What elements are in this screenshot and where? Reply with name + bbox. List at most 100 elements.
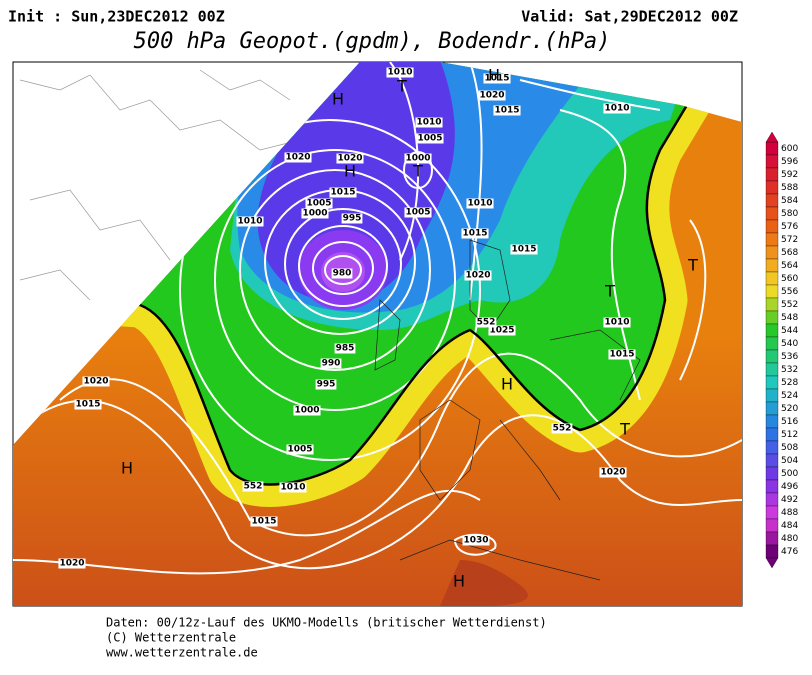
colorbar-label: 512 [781, 430, 798, 440]
pressure-center: T [619, 420, 630, 439]
colorbar-label: 492 [781, 495, 798, 505]
colorbar-swatch [765, 544, 779, 559]
colorbar-label: 564 [781, 261, 798, 271]
isobar-label: 1010 [467, 199, 492, 209]
colorbar-swatch [765, 141, 779, 156]
colorbar-label: 592 [781, 170, 798, 180]
label-bg [386, 67, 414, 78]
colorbar-swatch [765, 466, 779, 481]
isobar-label: 1015 [330, 188, 355, 198]
isobar-label: 1020 [59, 559, 84, 569]
pressure-center: T [396, 77, 407, 96]
colorbar-swatch [765, 258, 779, 273]
colorbar-swatch [765, 388, 779, 403]
colorbar-label: 476 [781, 547, 798, 557]
colorbar-swatch [765, 375, 779, 390]
colorbar-swatch [765, 492, 779, 507]
colorbar-swatch [765, 479, 779, 494]
colorbar-label: 596 [781, 157, 798, 167]
label-bg [293, 405, 321, 416]
colorbar-label: 588 [781, 183, 798, 193]
colorbar-label: 544 [781, 326, 798, 336]
pressure-center: T [687, 256, 698, 275]
label-bg [415, 117, 443, 128]
label-bg [236, 216, 264, 227]
isobar-label: 985 [336, 344, 355, 354]
label-bg [404, 207, 432, 218]
colorbar-swatch [765, 531, 779, 546]
colorbar-cap [765, 557, 779, 569]
label-bg [483, 73, 511, 84]
colorbar-label: 584 [781, 196, 798, 206]
colorbar-swatch [765, 271, 779, 286]
colorbar-swatch [765, 401, 779, 416]
label-bg [603, 317, 631, 328]
label-bg [286, 444, 314, 455]
colorbar-swatch [765, 414, 779, 429]
isobar-label: 1015 [494, 106, 519, 116]
isobar-label: 1010 [604, 318, 629, 328]
field [13, 62, 742, 606]
label-bg [603, 103, 631, 114]
colorbar-label: 600 [781, 144, 798, 154]
label-bg [510, 244, 538, 255]
isobar-label: 1005 [405, 208, 430, 218]
isobar-label: 980 [333, 269, 352, 279]
colorbar-label: 488 [781, 508, 798, 518]
valid-time: Valid: Sat,29DEC2012 00Z [521, 8, 738, 26]
isobar-label: 1020 [337, 154, 362, 164]
colorbar: 600 596 592 588 584 580 576 572 568 564 560 556 552 5… [765, 131, 798, 569]
isobar-label: 1005 [417, 134, 442, 144]
isobar-label: 1010 [604, 104, 629, 114]
label-bg [461, 228, 489, 239]
label-bg [464, 270, 492, 281]
colorbar-swatch [765, 310, 779, 325]
colorbar-label: 484 [781, 521, 798, 531]
colorbar-label: 572 [781, 235, 798, 245]
coastlines [19, 69, 301, 301]
colorbar-swatch [765, 518, 779, 533]
isobar-label: 1015 [462, 229, 487, 239]
colorbar-cap [765, 131, 779, 143]
label-bg [320, 358, 342, 369]
isobar-label: 995 [343, 214, 362, 224]
colorbar-label: 536 [781, 352, 798, 362]
colorbar-swatch [765, 219, 779, 234]
init-time: Init : Sun,23DEC2012 00Z [8, 8, 225, 26]
colorbar-label: 560 [781, 274, 798, 284]
pressure-center: H [121, 459, 133, 478]
label-bg [341, 213, 363, 224]
label-bg [478, 90, 506, 101]
colorbar-label: 580 [781, 209, 798, 219]
pressure-center: H [344, 162, 356, 181]
label-bg [466, 198, 494, 209]
colorbar-label: 516 [781, 417, 798, 427]
colorbar-swatch [765, 323, 779, 338]
isobar-label: 995 [317, 380, 336, 390]
colorbar-swatch [765, 336, 779, 351]
colorbar-swatch [765, 193, 779, 208]
isobar-label: 1010 [416, 118, 441, 128]
colorbar-label: 504 [781, 456, 798, 466]
pressure-center: H [501, 375, 513, 394]
isobar-label: 1020 [83, 377, 108, 387]
colorbar-label: 524 [781, 391, 798, 401]
label-bg [334, 343, 356, 354]
label-bg [242, 481, 264, 492]
isobar-label: 1020 [600, 468, 625, 478]
map-labels: 1010 1015 1020 1015 1010 1010 1005 1000 1020 1020… [58, 66, 698, 591]
label-bg [305, 198, 333, 209]
isobar-label: 1000 [294, 406, 319, 416]
isobar-label: 1010 [280, 483, 305, 493]
label-bg [608, 349, 636, 360]
label-bg [599, 467, 627, 478]
isobar-label: 552 [244, 482, 263, 492]
footer-line: Daten: 00/12z-Lauf des UKMO-Modells (bri… [106, 616, 547, 630]
isobar-label: 1020 [479, 91, 504, 101]
colorbar-swatch [765, 206, 779, 221]
label-bg [82, 376, 110, 387]
label-bg [58, 558, 86, 569]
isobar-label: 1005 [306, 199, 331, 209]
